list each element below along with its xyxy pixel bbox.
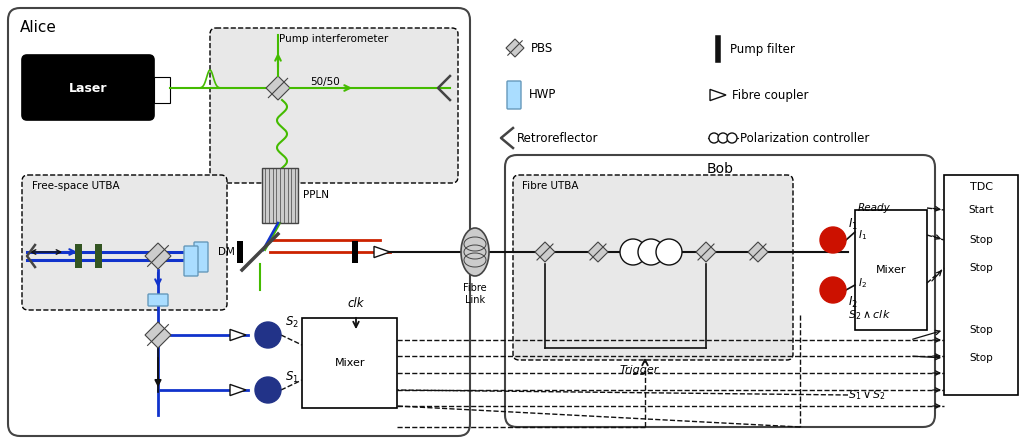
Text: $S_2$: $S_2$ [285, 315, 299, 330]
Text: $S_1$: $S_1$ [285, 370, 299, 385]
Polygon shape [506, 39, 524, 57]
Text: Free-space UTBA: Free-space UTBA [32, 181, 120, 191]
Text: $I_1$: $I_1$ [858, 228, 867, 242]
Text: Fibre
Link: Fibre Link [463, 283, 487, 305]
Text: PPLN: PPLN [303, 190, 329, 200]
Bar [154, 77, 170, 103]
Text: Laser: Laser [69, 82, 107, 94]
Bar [237, 241, 243, 263]
Polygon shape [230, 385, 246, 396]
Text: Stop: Stop [969, 325, 993, 335]
Text: Stop: Stop [969, 353, 993, 363]
Text: Alice: Alice [20, 20, 57, 35]
Bar [75, 244, 82, 268]
Text: $S_1 \vee S_2$: $S_1 \vee S_2$ [848, 388, 886, 402]
Polygon shape [748, 242, 768, 262]
Polygon shape [710, 90, 725, 101]
Text: $I_1$: $I_1$ [848, 217, 858, 232]
Text: clk: clk [348, 297, 364, 310]
FancyBboxPatch shape [148, 294, 168, 306]
Bar [262, 168, 298, 223]
FancyBboxPatch shape [513, 175, 793, 360]
Text: TDC: TDC [969, 182, 993, 192]
Circle shape [620, 239, 646, 265]
Text: Trigger: Trigger [620, 365, 659, 375]
Bar [352, 241, 358, 263]
Text: Fibre UTBA: Fibre UTBA [522, 181, 579, 191]
Text: Mixer: Mixer [334, 358, 365, 368]
Ellipse shape [461, 228, 489, 276]
FancyBboxPatch shape [22, 175, 227, 310]
Text: Fibre coupler: Fibre coupler [732, 89, 808, 101]
Polygon shape [146, 322, 171, 348]
Circle shape [727, 133, 737, 143]
FancyBboxPatch shape [505, 155, 935, 427]
Text: Pump filter: Pump filter [730, 42, 795, 56]
Polygon shape [230, 329, 246, 340]
Bar [95, 244, 102, 268]
Polygon shape [374, 247, 390, 258]
Text: Stop: Stop [969, 263, 993, 273]
Text: PBS: PBS [531, 41, 553, 55]
Polygon shape [266, 76, 290, 100]
FancyBboxPatch shape [184, 246, 198, 276]
Circle shape [718, 133, 728, 143]
Circle shape [638, 239, 664, 265]
Text: Bob: Bob [707, 162, 734, 176]
Text: Ready: Ready [858, 203, 891, 213]
Polygon shape [146, 243, 171, 269]
Circle shape [255, 322, 281, 348]
FancyBboxPatch shape [507, 81, 521, 109]
Text: HWP: HWP [529, 89, 556, 101]
Polygon shape [535, 242, 555, 262]
Text: Pump interferometer: Pump interferometer [280, 34, 389, 44]
Bar [854, 210, 927, 330]
Text: Polarization controller: Polarization controller [740, 131, 869, 145]
Bar [944, 175, 1018, 395]
Text: Start: Start [968, 205, 994, 215]
FancyBboxPatch shape [22, 55, 154, 120]
Circle shape [820, 277, 846, 303]
Text: Mixer: Mixer [876, 265, 906, 275]
FancyBboxPatch shape [194, 242, 208, 272]
Circle shape [709, 133, 719, 143]
Text: $I_2$: $I_2$ [848, 295, 858, 310]
Circle shape [255, 377, 281, 403]
Bar [302, 318, 397, 408]
Text: $I_2$: $I_2$ [858, 276, 867, 290]
Polygon shape [588, 242, 608, 262]
Text: Stop: Stop [969, 235, 993, 245]
FancyBboxPatch shape [8, 8, 470, 436]
Text: 50/50: 50/50 [310, 77, 340, 87]
FancyBboxPatch shape [209, 28, 458, 183]
Text: Retroreflector: Retroreflector [517, 131, 599, 145]
Polygon shape [696, 242, 716, 262]
Circle shape [820, 227, 846, 253]
Circle shape [656, 239, 682, 265]
Text: DM: DM [218, 247, 235, 257]
Text: $S_2 \wedge clk$: $S_2 \wedge clk$ [848, 308, 891, 322]
